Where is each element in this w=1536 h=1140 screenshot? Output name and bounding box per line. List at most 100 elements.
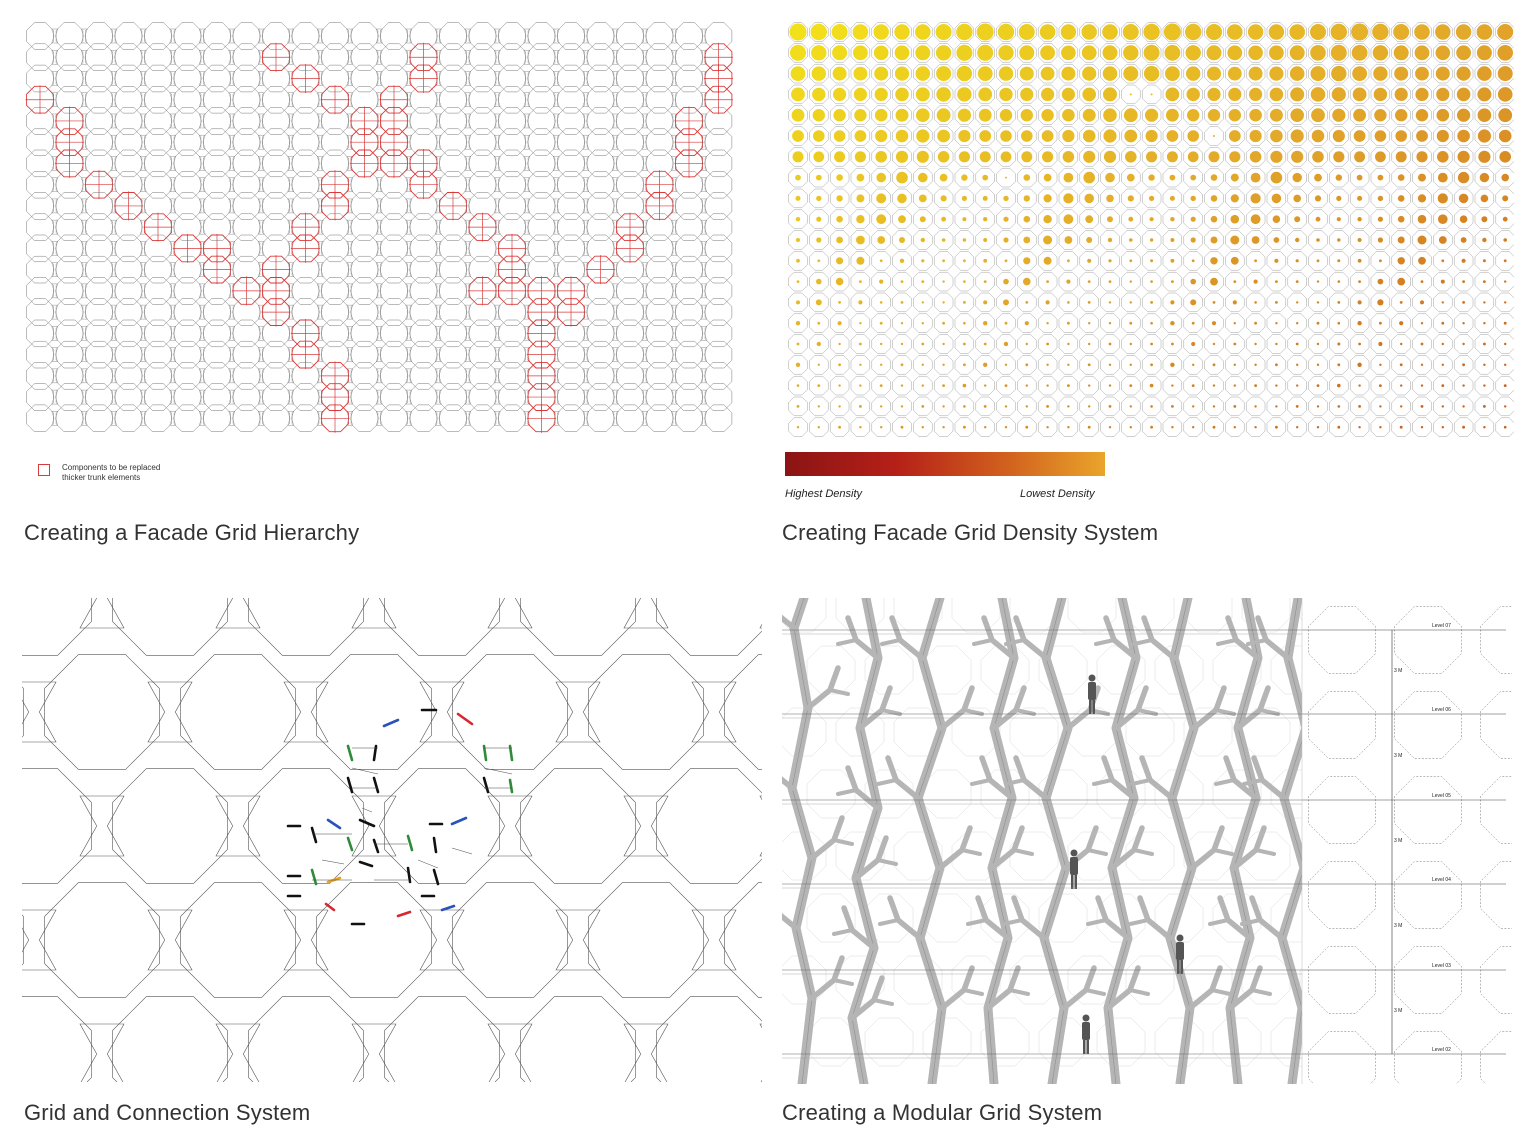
connector xyxy=(611,283,619,299)
grid-cell xyxy=(321,340,349,369)
connector xyxy=(169,198,177,214)
density-cell xyxy=(1266,126,1286,146)
density-cell xyxy=(975,334,995,354)
density-cell xyxy=(996,230,1016,250)
density-dot xyxy=(858,300,863,305)
density-cell xyxy=(1100,271,1120,292)
density-cell xyxy=(1162,64,1182,84)
branch xyxy=(972,638,994,646)
density-cell xyxy=(1287,22,1307,42)
density-dot xyxy=(1316,342,1320,346)
trunk xyxy=(1225,598,1263,1084)
grid-cell xyxy=(350,128,379,157)
grid-cell xyxy=(85,362,113,390)
grid-cell xyxy=(675,255,703,284)
density-dot xyxy=(874,66,889,81)
density-dot xyxy=(1357,238,1362,242)
connector xyxy=(464,71,472,86)
density-cell xyxy=(1183,188,1203,209)
connector xyxy=(523,177,531,192)
density-dot xyxy=(1192,426,1195,429)
density-dot xyxy=(796,258,800,263)
density-cell xyxy=(1433,147,1453,167)
large-connector xyxy=(283,909,329,971)
connector xyxy=(257,411,265,426)
grid-cell xyxy=(645,319,674,348)
connector xyxy=(464,92,472,107)
density-dot xyxy=(875,151,887,163)
density-cell xyxy=(1204,147,1224,167)
density-cell xyxy=(1433,334,1453,354)
density-cell xyxy=(1454,84,1474,105)
hierarchy-panel xyxy=(22,18,762,438)
grid-cell xyxy=(498,298,526,326)
density-cell xyxy=(871,396,891,416)
trunk-edge xyxy=(1107,598,1137,1084)
density-cell xyxy=(1079,292,1099,312)
grid-cell xyxy=(704,107,733,135)
density-dot xyxy=(1455,24,1472,40)
grid-cell xyxy=(26,85,54,114)
connector xyxy=(493,134,501,150)
density-cell xyxy=(830,22,850,42)
density-dot xyxy=(1143,65,1160,82)
connector xyxy=(582,198,590,214)
density-dot xyxy=(1129,321,1133,325)
density-dot xyxy=(998,45,1014,61)
grid-cell xyxy=(232,404,261,432)
density-dot xyxy=(1164,44,1181,61)
trunk-edge xyxy=(791,598,813,1084)
density-cell xyxy=(1266,84,1286,105)
connector xyxy=(228,28,236,44)
branch xyxy=(876,778,898,786)
density-cell xyxy=(1225,209,1245,229)
density-cell xyxy=(1266,271,1286,292)
connector xyxy=(552,134,560,150)
grid-cell xyxy=(144,149,172,178)
density-dot xyxy=(1230,173,1239,182)
density-dot xyxy=(833,87,847,101)
density-dot xyxy=(1314,173,1322,182)
density-cell xyxy=(1100,376,1120,396)
connector xyxy=(552,50,560,65)
density-dot xyxy=(1086,237,1093,243)
density-dot xyxy=(1415,109,1429,122)
connector xyxy=(670,71,678,86)
connector xyxy=(464,113,472,129)
density-dot xyxy=(1041,87,1055,101)
density-dot xyxy=(1253,279,1258,284)
density-dot xyxy=(1336,217,1341,222)
grid-cell xyxy=(527,404,556,433)
density-dot xyxy=(1248,45,1263,61)
density-cell xyxy=(1037,147,1058,167)
density-cell xyxy=(1100,126,1120,146)
grid-cell xyxy=(232,234,261,263)
large-cell xyxy=(112,598,228,656)
grid-cell xyxy=(114,298,143,326)
density-dot xyxy=(879,384,883,387)
grid-cell xyxy=(144,340,172,369)
grid-cell xyxy=(262,107,290,135)
density-cell xyxy=(996,84,1016,105)
large-cell xyxy=(180,654,296,770)
density-dot xyxy=(1372,23,1389,41)
density-cell xyxy=(1079,43,1099,63)
density-cell xyxy=(1058,209,1078,229)
branch xyxy=(1246,638,1268,646)
connector xyxy=(51,326,59,341)
grid-cell xyxy=(586,255,615,284)
connector xyxy=(228,50,236,65)
density-dot xyxy=(1191,259,1195,263)
density-dot xyxy=(900,280,904,283)
grid-cell xyxy=(291,213,320,242)
connector xyxy=(375,347,383,362)
trunk-edge xyxy=(987,598,1015,1084)
density-dot xyxy=(1163,23,1181,41)
density-dot xyxy=(1418,173,1426,182)
density-cell xyxy=(1454,396,1474,416)
density-cell xyxy=(933,84,954,105)
grid-cell xyxy=(616,213,644,242)
density-dot xyxy=(1207,66,1221,81)
grid-cell xyxy=(675,128,703,157)
grid-cell xyxy=(321,192,349,220)
